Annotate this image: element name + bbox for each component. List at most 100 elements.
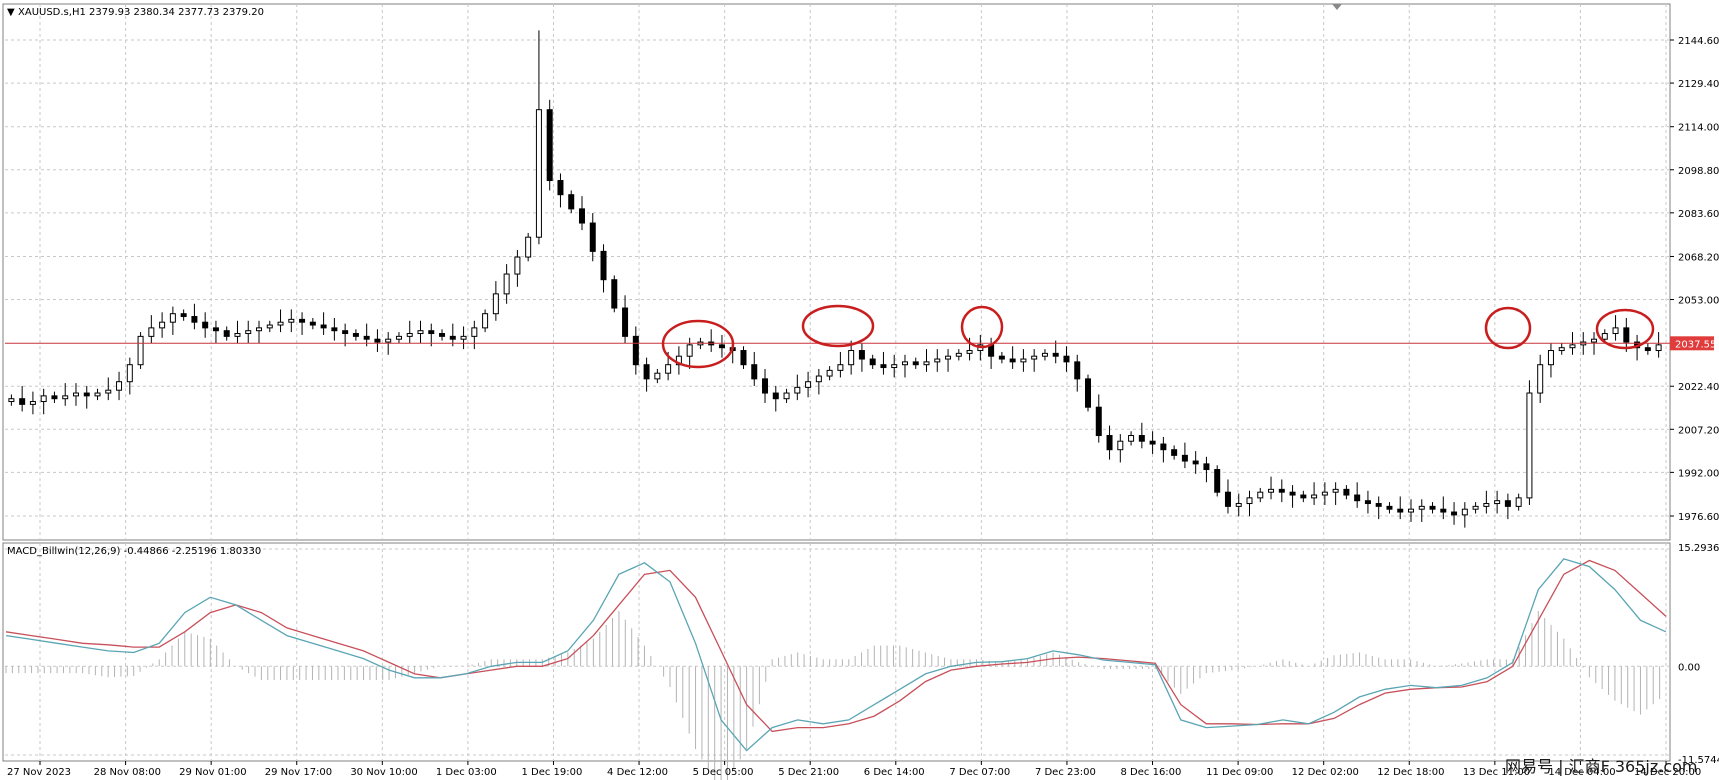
candle-body (83, 392, 90, 397)
candle (632, 326, 639, 375)
candle (72, 383, 79, 406)
candle (105, 377, 112, 401)
candle (751, 351, 758, 386)
candle (535, 30, 542, 245)
time-tick-label: 12 Dec 18:00 (1377, 767, 1444, 778)
candle-body (1418, 505, 1425, 510)
candle (1644, 343, 1651, 355)
candle-body (1138, 435, 1145, 442)
candle (1364, 490, 1371, 514)
candle-body (1149, 440, 1156, 445)
candle-body (1117, 440, 1124, 451)
candle (1031, 349, 1038, 372)
candle-body (1246, 497, 1253, 505)
candle (514, 249, 521, 287)
candle-body (1504, 500, 1511, 507)
price-tick-label: 1992.00 (1678, 468, 1719, 479)
time-tick-label: 7 Dec 23:00 (1035, 767, 1096, 778)
watermark: 网易号 | 汇商F 365jz.com (1505, 757, 1698, 776)
candle-body (1052, 352, 1059, 357)
price-tick-label: 2083.60 (1678, 209, 1719, 220)
candle-body (1612, 327, 1619, 335)
candle-body (277, 321, 284, 326)
candle-body (1655, 344, 1662, 352)
candle (589, 213, 596, 262)
candle-body (374, 338, 381, 343)
candle-body (1526, 392, 1533, 499)
time-tick-label: 5 Dec 05:00 (693, 767, 754, 778)
candle-body (1085, 378, 1092, 408)
candle (1472, 502, 1479, 514)
candle-body (342, 330, 349, 335)
candle-body (1214, 469, 1221, 493)
candle-body (815, 375, 822, 383)
candle-body (1364, 500, 1371, 505)
candle (1526, 380, 1533, 505)
candle (869, 354, 876, 369)
candle (29, 391, 36, 415)
candle-series (8, 30, 1662, 528)
candle-body (837, 364, 844, 371)
candle (955, 349, 962, 361)
candle (159, 312, 166, 338)
candle (1311, 482, 1318, 505)
candle-body (675, 355, 682, 366)
candle-body (643, 364, 650, 380)
candle-body (320, 324, 327, 329)
candle (880, 351, 887, 375)
candle (1483, 490, 1490, 514)
candle-body (1311, 494, 1318, 499)
candle (1300, 490, 1307, 503)
candle-body (1494, 500, 1501, 505)
candle (1332, 482, 1339, 505)
time-tick-label: 5 Dec 21:00 (778, 767, 839, 778)
candle-body (966, 350, 973, 354)
candle (116, 371, 123, 401)
candle (1375, 496, 1382, 520)
candle-body (1300, 494, 1307, 499)
price-tag-label: 2037.55 (1675, 339, 1716, 350)
price-tick-label: 2022.40 (1678, 382, 1719, 393)
candle-body (546, 109, 553, 182)
candle-body (1063, 355, 1070, 363)
candle (439, 329, 446, 341)
candle-body (1537, 364, 1544, 394)
candle-body (288, 318, 295, 323)
candle-body (299, 318, 306, 323)
candle (1494, 490, 1501, 514)
candle (1612, 315, 1619, 341)
candle (137, 332, 144, 369)
candle (901, 354, 908, 378)
candle-body (1171, 449, 1178, 456)
candle (794, 374, 801, 401)
candle (202, 312, 209, 338)
candle-body (1268, 488, 1275, 493)
candle (1009, 346, 1016, 369)
candle-body (1181, 454, 1188, 462)
candle-body (234, 333, 241, 337)
candle-body (578, 208, 585, 224)
candle-body (482, 313, 489, 329)
candle-body (514, 256, 521, 275)
candle (288, 309, 295, 333)
price-tick-label: 2144.60 (1678, 36, 1719, 47)
price-tag-bg (1670, 336, 1714, 351)
candle-body (1547, 350, 1554, 366)
scroll-marker-icon[interactable] (1332, 4, 1342, 10)
candle-body (126, 364, 133, 383)
macd-histogram (5, 611, 1661, 780)
price-header: XAUUSD.s,H1 2379.93 2380.34 2377.73 2379… (18, 7, 264, 18)
macd-lines (5, 558, 1667, 752)
candle-body (19, 398, 26, 405)
candle (40, 388, 47, 415)
candle (1192, 451, 1199, 474)
candle-body (417, 330, 424, 335)
candle-body (94, 392, 101, 397)
candle-body (148, 327, 155, 337)
candle (923, 349, 930, 372)
time-tick-label: 8 Dec 16:00 (1121, 767, 1182, 778)
candle (1655, 332, 1662, 358)
candle-body (223, 330, 230, 337)
candle-body (901, 361, 908, 366)
